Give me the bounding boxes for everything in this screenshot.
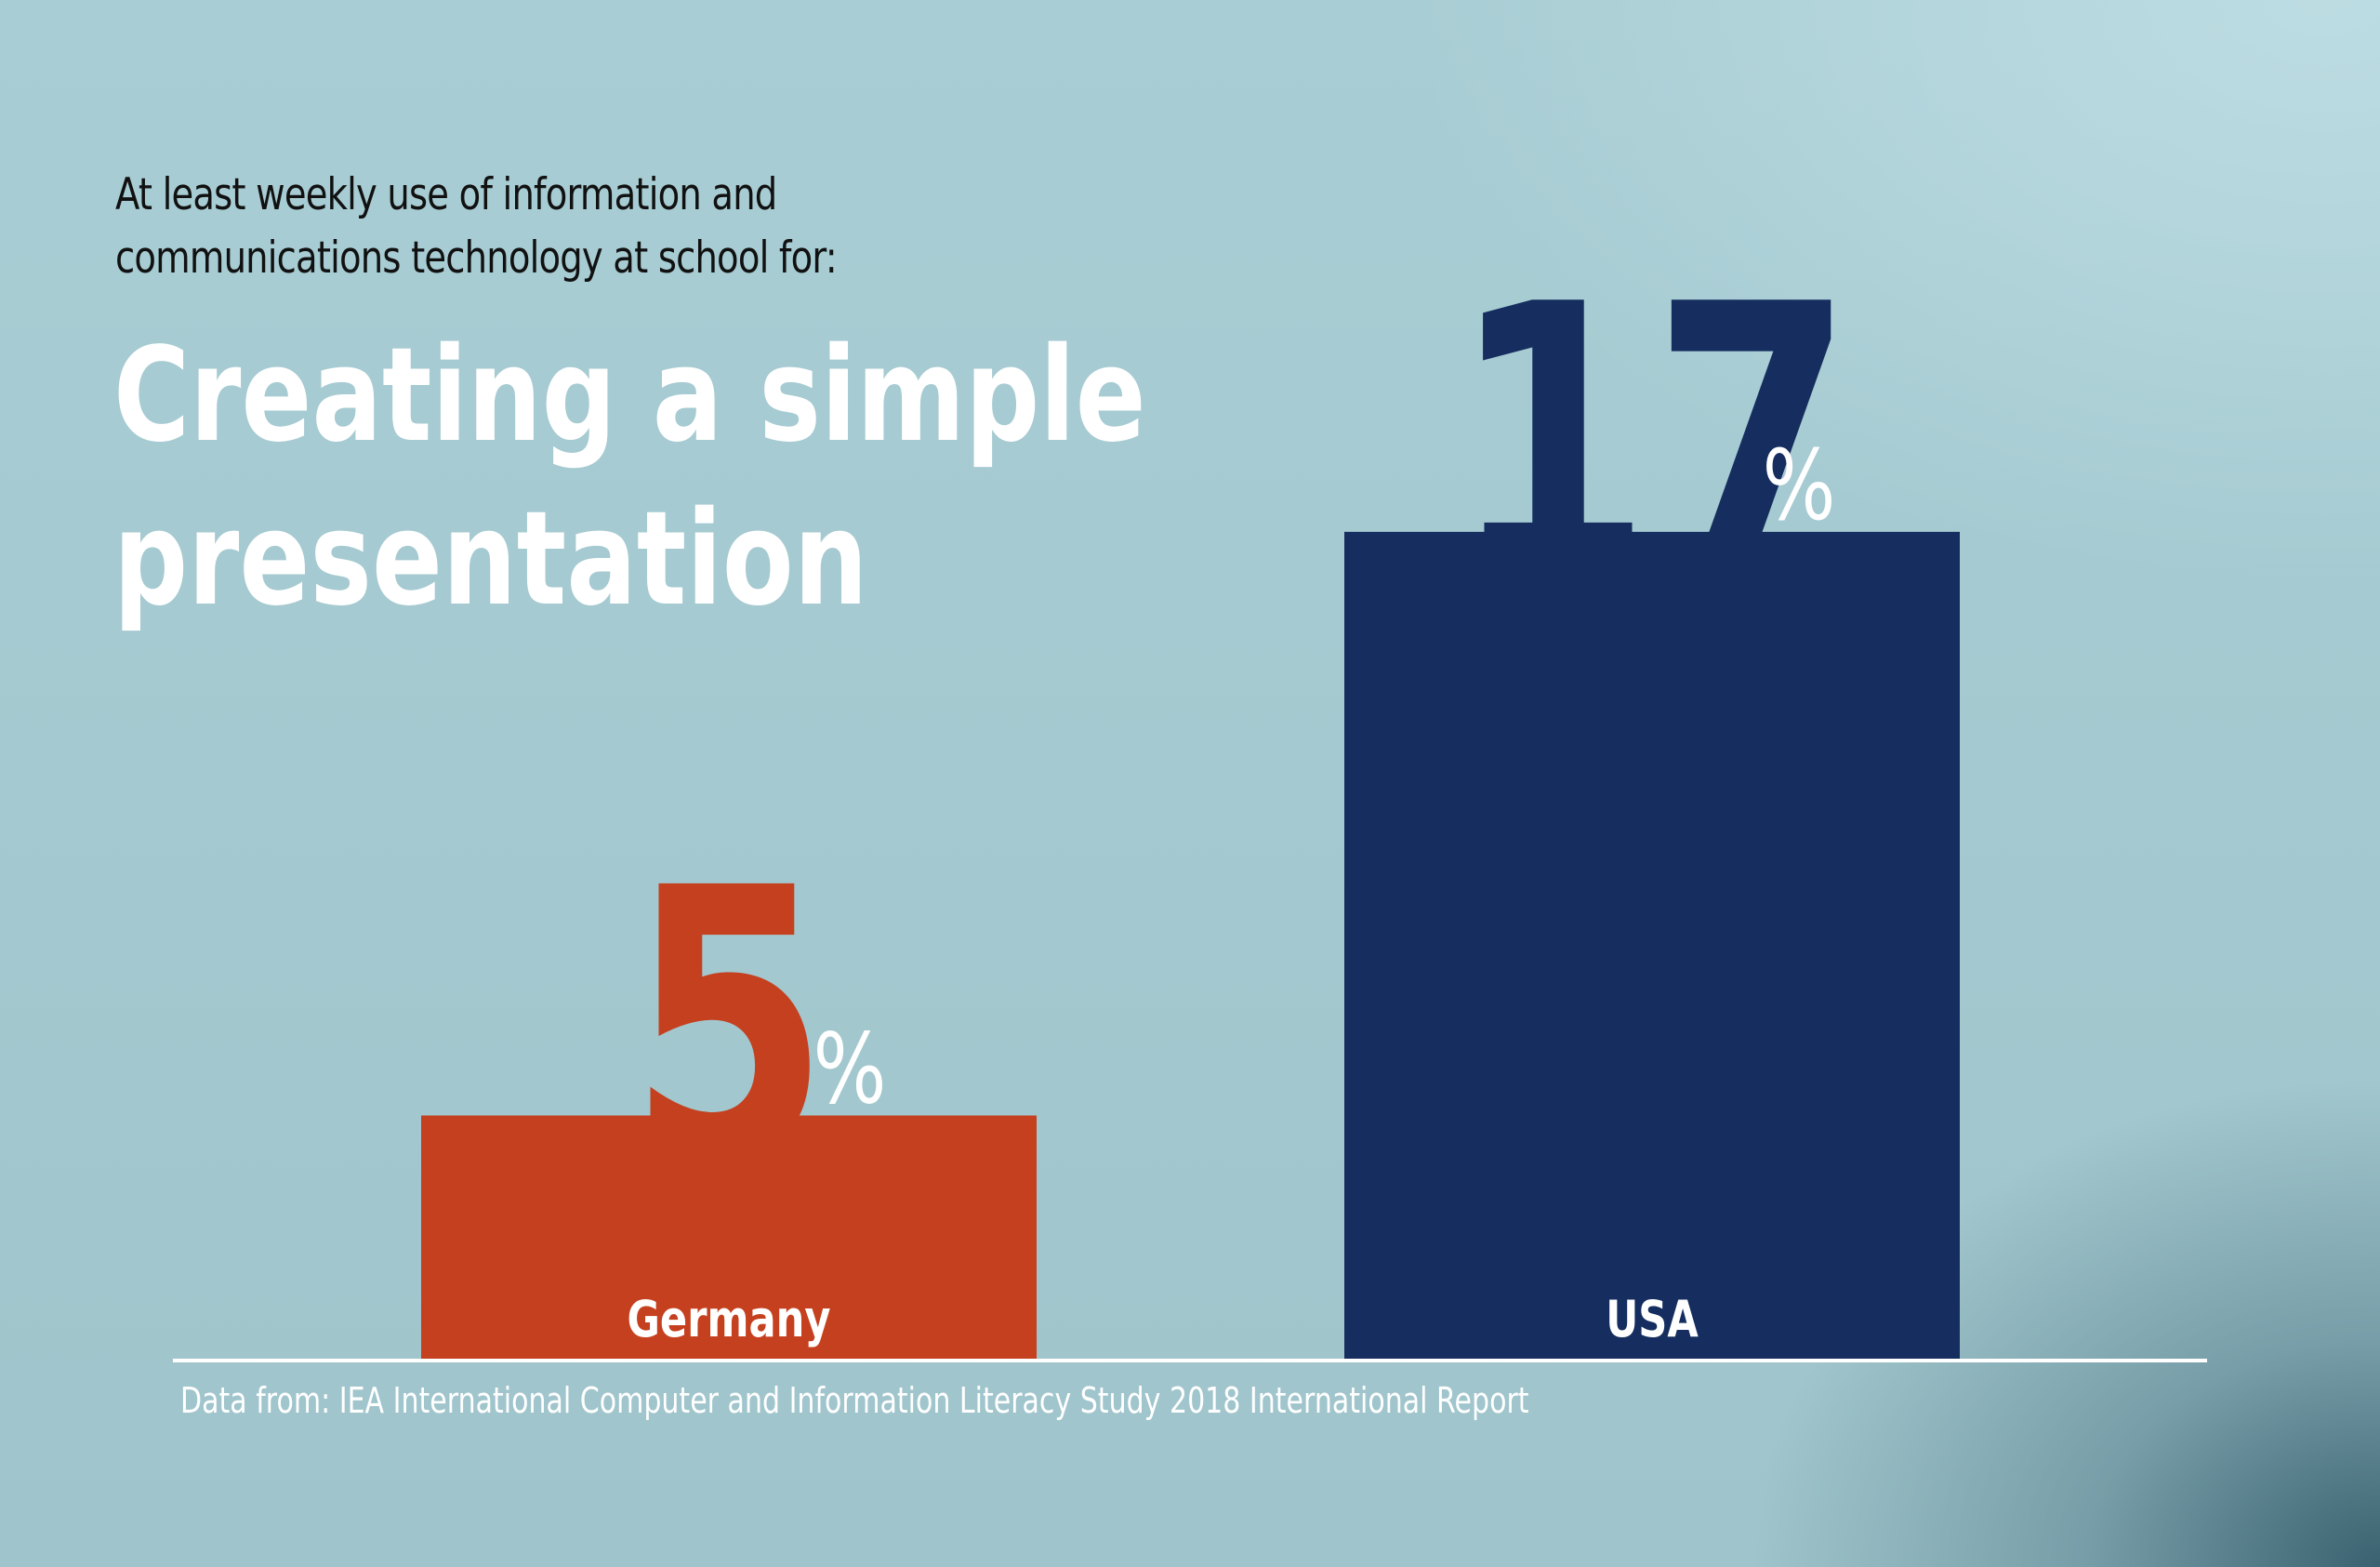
title-line-2: presentation [113,484,868,635]
bar-usa [1344,531,1960,1359]
subtitle-line-1: At least weekly use of information and [115,169,777,220]
category-label-germany: Germany [627,1290,830,1348]
percent-sign-germany: % [813,1015,886,1126]
chart-title: Creating a simple presentation [113,314,1146,642]
title-line-1: Creating a simple [113,320,1146,471]
chart-subtitle: At least weekly use of information and c… [115,164,954,290]
subtitle-line-2: communications technology at school for: [115,232,838,284]
bar-germany [421,1115,1037,1359]
source-note: Data from: IEA International Computer an… [180,1380,1529,1421]
category-label-usa: USA [1606,1290,1699,1348]
percent-sign-usa: % [1762,431,1835,542]
